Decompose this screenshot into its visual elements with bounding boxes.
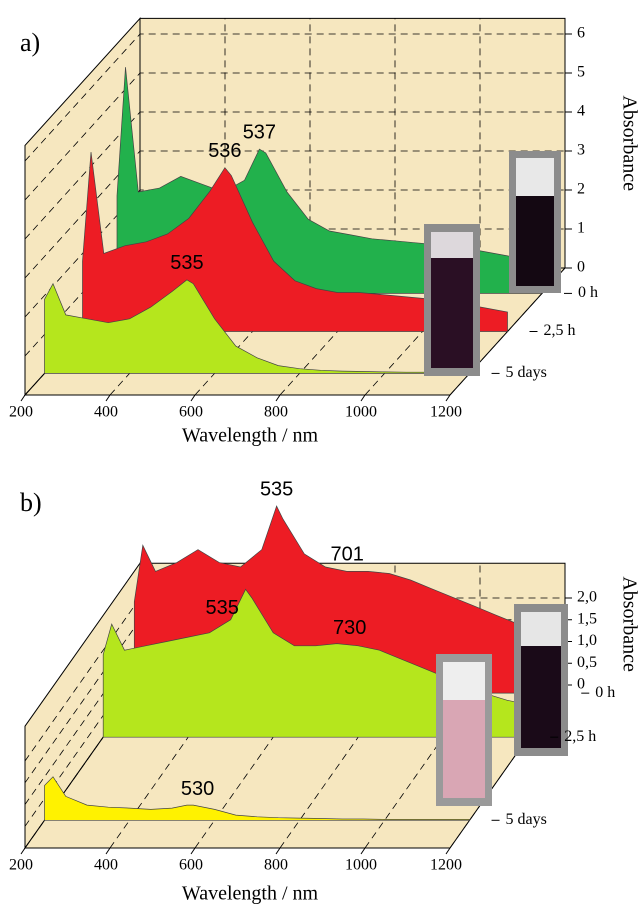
series-label: 0 h — [595, 684, 615, 701]
x-tick-label: 1000 — [345, 404, 377, 421]
y-tick-label: 6 — [577, 25, 585, 42]
y-axis-title: Absorbance — [618, 95, 640, 191]
x-tick — [360, 394, 366, 402]
cuvette — [443, 662, 485, 702]
y-tick-label: 2 — [577, 181, 585, 198]
grid-line — [24, 189, 565, 318]
x-tick — [445, 394, 451, 402]
panel-label: a) — [20, 28, 40, 57]
plot — [44, 67, 560, 821]
y-tick-label: 1 — [577, 220, 585, 237]
x-tick-label: 600 — [179, 857, 203, 874]
x-tick — [445, 847, 451, 855]
x-axis-title: Wavelength / nm — [182, 425, 319, 447]
peak-label: 535 — [206, 597, 239, 619]
y-tick-label: 0 — [577, 259, 585, 276]
cuvette — [521, 646, 561, 748]
x-tick — [20, 847, 26, 855]
cuvette — [521, 612, 561, 648]
x-tick — [190, 847, 196, 855]
x-tick — [275, 847, 281, 855]
y-axis-title: Absorbance — [618, 576, 640, 672]
grid-line — [24, 33, 565, 162]
x-tick-label: 1000 — [345, 857, 377, 874]
x-tick-label: 200 — [9, 404, 33, 421]
x-tick-label: 1200 — [430, 404, 462, 421]
series-area — [44, 776, 470, 821]
y-tick-label: 2,0 — [577, 589, 597, 606]
x-tick-label: 400 — [94, 857, 118, 874]
series-label: 5 days — [506, 811, 547, 828]
x-tick-label: 1200 — [430, 857, 462, 874]
series-area — [44, 279, 470, 374]
y-tick-label: 4 — [577, 103, 585, 120]
grid-line — [449, 18, 566, 396]
x-tick — [105, 847, 111, 855]
peak-label: 535 — [260, 478, 293, 500]
y-tick-label: 0 — [577, 676, 585, 693]
y-tick-label: 0,5 — [577, 654, 597, 671]
x-tick — [20, 394, 26, 402]
peak-label: 730 — [333, 617, 366, 639]
series-label: 5 days — [506, 364, 547, 381]
y-tick-label: 5 — [577, 64, 585, 81]
x-tick-label: 400 — [94, 404, 118, 421]
peak-label: 535 — [170, 252, 203, 274]
x-tick-label: 800 — [264, 857, 288, 874]
peak-label: 536 — [208, 140, 241, 162]
grid-line — [364, 563, 481, 849]
x-tick-label: 200 — [9, 857, 33, 874]
series-label: 0 h — [578, 284, 598, 301]
panel-label: b) — [20, 488, 42, 517]
x-tick — [275, 394, 281, 402]
x-axis-title: Wavelength / nm — [182, 883, 319, 905]
peak-label: 701 — [330, 544, 363, 566]
labels: 0 1 2 3 4 5 6 200 400 600 800 1000 1200 0 h 537 2,5 h 53… — [9, 25, 640, 905]
cuvette — [443, 700, 485, 798]
peak-label: 537 — [243, 121, 276, 143]
series-label: 2,5 h — [564, 728, 596, 745]
peak-label: 530 — [181, 778, 214, 800]
series-label: 2,5 h — [544, 322, 576, 339]
cuvette — [516, 196, 554, 286]
x-tick-label: 800 — [264, 404, 288, 421]
cuvette — [431, 258, 473, 368]
x-tick-label: 600 — [179, 404, 203, 421]
y-tick-label: 1,0 — [577, 632, 597, 649]
cuvette — [431, 232, 473, 260]
y-tick-label: 1,5 — [577, 610, 597, 627]
cuvette — [516, 158, 554, 198]
x-tick — [190, 394, 196, 402]
cuvette-photos — [424, 151, 568, 806]
y-tick-label: 3 — [577, 142, 585, 159]
x-tick — [105, 394, 111, 402]
x-tick — [360, 847, 366, 855]
